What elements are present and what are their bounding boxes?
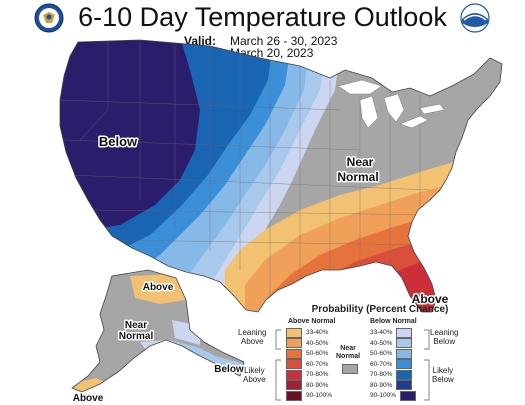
legend-likely-below: Likely Below [432,366,454,384]
valid-value: March 26 - 30, 2023 [230,34,338,48]
legend-below-swatch [396,327,413,338]
legend-near-normal: Near Normal [336,345,360,361]
legend-title: Probability (Percent Chance) [311,304,449,315]
legend-leaning-above-line2: Above [240,337,264,346]
legend-above-range-label: 90-100% [306,392,333,399]
legend-likely-above: Likely Above [243,366,266,384]
legend-above-swatch [286,348,302,359]
legend-below-header: Below Normal [370,318,417,325]
legend-leaning-below-line1: Leaning [430,328,459,337]
legend-above-row: 90-100% [286,390,333,401]
legend-above-range-label: 80-90% [306,381,329,389]
legend-above-swatch [286,327,302,338]
legend-above-row: 40-50% [286,338,329,348]
page-title: 6-10 Day Temperature Outlook [78,2,447,32]
legend-near-normal-swatch [342,364,358,374]
label-alaska-above: Above [143,282,174,293]
label-above-southeast: Above [412,292,449,306]
legend-below-row: 90-100% [370,390,417,401]
legend-likely-above-line1: Likely [244,366,265,375]
legend-leaning-below-line2: Below [433,337,456,346]
legend-below-swatch [396,338,413,348]
legend-below-row: 40-50% [370,338,413,348]
legend-below-row: 50-60% [370,348,413,359]
legend-likely-below-line1: Likely [432,366,454,375]
legend-below-range-label: 33-40% [370,329,393,336]
legend-below-row: 33-40% [370,327,413,338]
legend-above-swatch [286,380,302,390]
legend-leaning-above-line1: Leaning [238,328,267,337]
legend-below-swatch [396,359,413,369]
label-near-normal-line1: Near [347,155,374,169]
legend-near-normal-line2: Normal [336,353,361,360]
legend-leaning-above: Leaning Above [238,328,266,346]
legend-above-swatch [286,369,302,380]
legend-leaning-below: Leaning Below [430,328,458,346]
legend-above-swatch [286,338,302,348]
legend-above-row: 60-70% [286,359,329,369]
legend-below-range-label: 40-50% [370,339,393,347]
legend-below-swatch [396,380,413,390]
label-near-normal-line2: Normal [337,170,378,184]
legend-below-range-label: 70-80% [370,371,393,378]
legend-above-header: Above Normal [288,318,336,325]
legend-above-range-label: 33-40% [306,329,329,336]
legend-below-swatch [396,348,413,359]
legend-above-swatch [286,390,302,401]
legend-likely-above-line2: Above [243,375,266,384]
legend-above-swatch [286,359,302,369]
legend-below-range-label: 90-100% [370,392,397,399]
legend-below-range-label: 50-60% [370,350,393,357]
noaa-logo-icon [460,3,490,33]
legend-above-row: 80-90% [286,380,329,390]
legend-below-row: 60-70% [370,359,413,369]
legend-above-row: 33-40% [286,327,329,338]
legend-above-row: 50-60% [286,348,329,359]
label-below-west: Below [99,134,138,149]
label-alaska-below: Below [214,364,244,375]
legend-below-swatch [396,369,413,380]
legend-above-row: 70-80% [286,369,329,380]
legend-below-range-label: 60-70% [370,360,393,368]
great-lakes [337,79,445,129]
legend-above-range-label: 50-60% [306,350,329,357]
legend-likely-below-line2: Below [432,375,454,384]
label-alaska-near-line1: Near [125,320,147,331]
legend-below-row: 70-80% [370,369,413,380]
legend-above-range-label: 40-50% [306,339,329,347]
legend-near-normal-line1: Near [340,345,356,352]
legend-below-range-label: 80-90% [370,381,393,389]
doc-seal-icon [34,3,64,33]
legend-above-range-label: 70-80% [306,371,329,378]
legend-above-range-label: 60-70% [306,360,329,368]
legend-below-swatch [400,390,417,401]
legend-below-row: 80-90% [370,380,413,390]
label-alaska-above-sw: Above [73,393,104,404]
label-alaska-near-line2: Normal [119,331,154,342]
